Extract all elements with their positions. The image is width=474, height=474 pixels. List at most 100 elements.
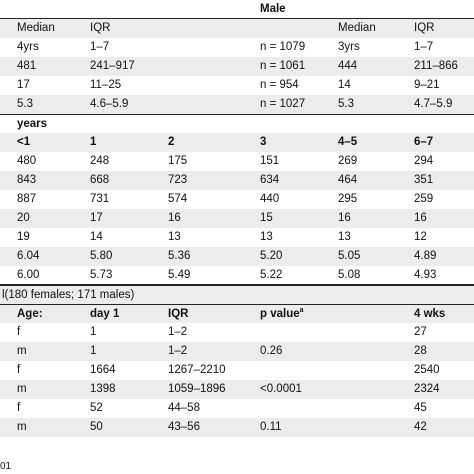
table-cell: 13: [260, 231, 273, 243]
table-cell: n = 1061: [260, 60, 306, 72]
table-cell: n = 1079: [260, 41, 306, 53]
table-cell: 4.93: [414, 269, 437, 281]
header-4wks: 4 wks: [414, 308, 446, 320]
header-age: Age:: [17, 308, 43, 320]
data-table: Male Median IQR Median IQR 4yrs 1–7 n = 1079 3yr…: [0, 0, 474, 437]
table-row: 17 11–25 n = 954 14 9–21: [0, 76, 474, 95]
table-cell: 44–58: [168, 402, 200, 414]
table-cell: <1: [17, 136, 31, 148]
table-cell: 4yrs: [17, 41, 39, 53]
table-cell: 5.05: [338, 250, 361, 262]
table-cell: 5.73: [90, 269, 113, 281]
table-cell: 12: [414, 231, 427, 243]
table-cell: 1398: [90, 383, 116, 395]
subgroup-heading-row: l(180 females; 171 males): [0, 285, 474, 304]
table-cell: 5.3: [17, 98, 33, 110]
table-cell: 16: [338, 212, 351, 224]
table-cell: 464: [338, 174, 358, 186]
table-cell: 668: [90, 174, 110, 186]
table-cell: years: [17, 118, 48, 130]
table-cell: 13: [338, 231, 351, 243]
table-cell: 3: [260, 136, 267, 148]
table-cell: 4.6–5.9: [90, 98, 129, 110]
table-row: 480 248 175 151 269 294: [0, 152, 474, 171]
table-cell: 269: [338, 155, 358, 167]
table-cell: 0.26: [260, 345, 283, 357]
table-cell: 211–866: [414, 60, 458, 72]
table-cell: 887: [17, 193, 37, 205]
table-cell: 2: [168, 136, 175, 148]
table-cell: 45: [414, 402, 427, 414]
table-cell: 1267–2210: [168, 364, 226, 376]
table-cell: 294: [414, 155, 434, 167]
table-cell: 5.22: [260, 269, 283, 281]
table-cell: 17: [17, 79, 30, 91]
table-row: <1 1 2 3 4–5 6–7: [0, 133, 474, 152]
table-cell: 5.36: [168, 250, 191, 262]
table-cell: m: [17, 383, 27, 395]
table-cell: 0.11: [260, 421, 282, 433]
table-cell: 1–7: [90, 41, 110, 53]
table-row: f 1 1–2 27: [0, 323, 474, 342]
table-cell: 1–2: [168, 326, 188, 338]
table-row: 843 668 723 634 464 351: [0, 171, 474, 190]
table-cell: 241–917: [90, 60, 135, 72]
table-cell: 175: [168, 155, 188, 167]
table-cell: 6–7: [414, 136, 434, 148]
table-cell: 43–56: [168, 421, 200, 433]
table-cell: f: [17, 326, 21, 338]
table-cell: 2324: [414, 383, 440, 395]
header-p-value-text: p value: [260, 308, 300, 320]
table-cell: 151: [260, 155, 280, 167]
table-cell: 351: [414, 174, 434, 186]
table-cell: 50: [90, 421, 103, 433]
header-p-value-sup: a: [299, 307, 304, 314]
footer-fragment: 01: [0, 461, 12, 472]
table-cell: 17: [90, 212, 103, 224]
table-cell: 16: [414, 212, 427, 224]
table-cell: <0.0001: [260, 383, 302, 395]
table-cell: 9–21: [414, 79, 440, 91]
table-cell: Median: [17, 22, 55, 34]
table-cell: 6.00: [17, 269, 40, 281]
table-row: 6.04 5.80 5.36 5.20 5.05 4.89: [0, 247, 474, 266]
table-cell: 481: [17, 60, 37, 72]
table-cell: 14: [90, 231, 103, 243]
table-row: 887 731 574 440 295 259: [0, 190, 474, 209]
table-cell: 16: [168, 212, 181, 224]
table-cell: 295: [338, 193, 358, 205]
table-lower-section: f 1 1–2 27 m 1 1–2 0.26 28 f 1664 1267–2210 2540 m 139…: [0, 323, 474, 437]
table-cell: m: [17, 345, 27, 357]
table-row: Male: [0, 0, 474, 19]
table-cell: 2540: [414, 364, 440, 376]
table-cell: 444: [338, 60, 358, 72]
header-p-value: p valuea: [260, 305, 304, 324]
table-cell: f: [17, 402, 21, 414]
table-cell: 5.80: [90, 250, 113, 262]
table-cell: 3yrs: [338, 41, 360, 53]
table-cell: IQR: [90, 22, 111, 34]
table-cell: 259: [414, 193, 434, 205]
table-cell: 14: [338, 79, 351, 91]
table-cell: 5.3: [338, 98, 354, 110]
table-cell: IQR: [414, 22, 435, 34]
table-cell: f: [17, 364, 21, 376]
table-row: 5.3 4.6–5.9 n = 1027 5.3 4.7–5.9: [0, 95, 474, 114]
table-row: 6.00 5.73 5.49 5.22 5.08 4.93: [0, 266, 474, 285]
table-cell: 11–25: [90, 79, 122, 91]
table-cell: 28: [414, 345, 427, 357]
table-row: Median IQR Median IQR: [0, 19, 474, 38]
table-row: 20 17 16 15 16 16: [0, 209, 474, 228]
table-cell: n = 954: [260, 79, 299, 91]
table-cell: 574: [168, 193, 188, 205]
table-row: 4yrs 1–7 n = 1079 3yrs 1–7: [0, 38, 474, 57]
table-cell: 4.89: [414, 250, 437, 262]
table-cell: 248: [90, 155, 110, 167]
table-cell: 5.49: [168, 269, 191, 281]
table-cell: 42: [414, 421, 427, 433]
table-cell: 480: [17, 155, 37, 167]
lower-header-row: Age: day 1 IQR p valuea 4 wks: [0, 304, 474, 323]
table-cell: 723: [168, 174, 188, 186]
table-row: 481 241–917 n = 1061 444 211–866: [0, 57, 474, 76]
table-cell: m: [17, 421, 27, 433]
